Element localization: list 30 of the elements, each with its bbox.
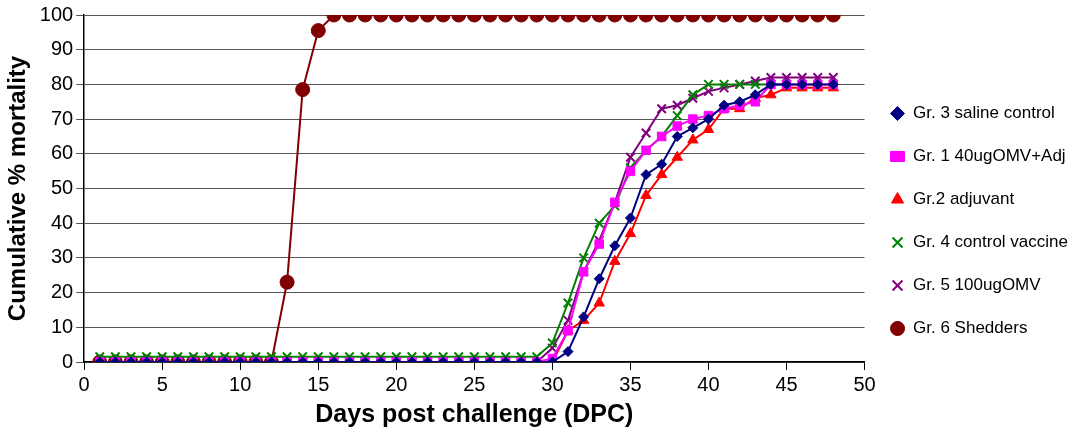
x-tick-label: 30 xyxy=(541,372,564,395)
x-axis-title: Days post challenge (DPC) xyxy=(315,398,634,427)
x-tick-label: 0 xyxy=(78,372,90,395)
legend-label: Gr. 4 control vaccine xyxy=(913,232,1069,252)
legend-label: Gr.2 adjuvant xyxy=(913,189,1015,209)
y-tick-label: 70 xyxy=(50,106,74,129)
legend-label: Gr. 1 40ugOMV+Adj xyxy=(913,146,1066,166)
x-tick-label: 45 xyxy=(775,372,798,395)
y-axis-title: Cumulative % mortality xyxy=(3,55,31,322)
y-tick-label: 0 xyxy=(62,349,74,372)
y-tick-label: 20 xyxy=(50,280,74,303)
y-tick-label: 10 xyxy=(50,314,74,337)
x-tick-label: 25 xyxy=(463,372,486,395)
x-tick-label: 10 xyxy=(229,372,252,395)
legend-label: Gr. 5 100ugOMV xyxy=(913,275,1042,295)
x-tick-label: 40 xyxy=(697,372,720,395)
x-tick-label: 5 xyxy=(156,372,168,395)
y-tick-label: 80 xyxy=(50,71,74,94)
y-tick-label: 30 xyxy=(50,245,74,268)
y-tick-label: 60 xyxy=(50,141,74,164)
legend-label: Gr. 3 saline control xyxy=(913,103,1055,123)
y-tick-label: 50 xyxy=(50,176,74,199)
x-tick-label: 50 xyxy=(853,372,876,395)
y-tick-label: 90 xyxy=(50,37,74,60)
x-tick-label: 35 xyxy=(619,372,642,395)
x-tick-label: 15 xyxy=(307,372,330,395)
x-tick-label: 20 xyxy=(385,372,408,395)
y-tick-label: 100 xyxy=(39,2,74,25)
legend-label: Gr. 6 Shedders xyxy=(913,318,1028,338)
y-tick-label: 40 xyxy=(50,210,74,233)
